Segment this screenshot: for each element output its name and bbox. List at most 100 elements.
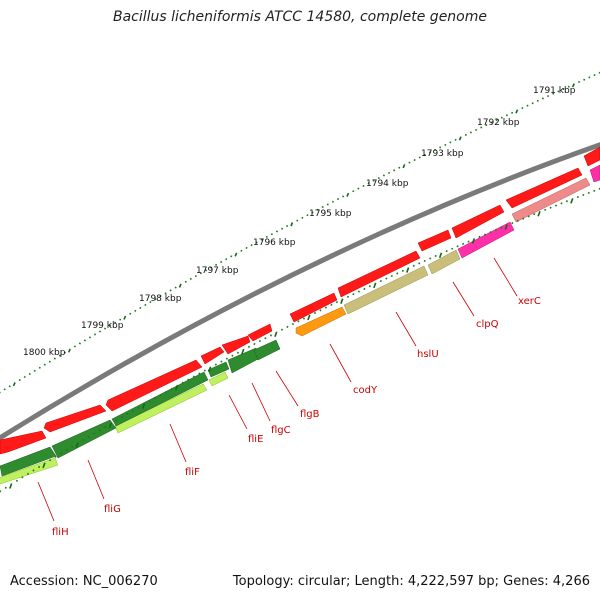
inner-minor-tick (368, 285, 371, 288)
kbp-tick-label: 1797 kbp (196, 266, 239, 276)
inner-major-tick (174, 384, 179, 391)
inner-major-tick (108, 422, 113, 429)
flagellar-gene (111, 371, 209, 427)
inner-minor-tick (49, 459, 52, 462)
inner-major-tick (208, 366, 212, 373)
minor-tick (73, 345, 76, 348)
gene-label-flgB: flgB (300, 409, 320, 420)
kbp-tick-labels: 1791 kbp 1792 kbp 1793 kbp 1794 kbp 1795 kbp… (23, 86, 576, 358)
inner-major-tick (42, 462, 46, 469)
minor-tick (63, 351, 66, 354)
minor-tick (547, 95, 550, 98)
minor-tick (58, 354, 61, 357)
minor-tick (475, 128, 478, 131)
inner-minor-tick (483, 233, 487, 236)
gene-labels: xerC clpQ hslU codY flgB flgC fliE fliF fliG fliH (37, 257, 541, 538)
inner-minor-tick (560, 202, 563, 205)
minor-tick (93, 333, 97, 336)
inner-minor-tick (396, 272, 399, 275)
gene-leader-line (251, 382, 271, 422)
inner-major-tick (373, 282, 377, 289)
inner-minor-tick (297, 320, 300, 323)
inner-minor-tick (554, 204, 558, 207)
inner-minor-tick (21, 476, 24, 479)
minor-tick (88, 336, 92, 339)
minor-tick (536, 99, 539, 102)
minor-tick (159, 295, 162, 298)
inner-tick-ring (0, 187, 600, 493)
minor-tick (43, 363, 46, 366)
minor-tick (567, 85, 570, 88)
inner-minor-tick (330, 303, 333, 306)
inner-minor-tick (93, 432, 96, 435)
inner-minor-tick (467, 240, 470, 243)
inner-minor-tick (269, 334, 272, 337)
inner-minor-tick (170, 387, 173, 390)
clpQ-gene (457, 221, 515, 259)
flagellar-gene-light (208, 371, 229, 387)
minor-tick (316, 208, 319, 211)
minor-tick (444, 143, 447, 146)
minor-tick (557, 90, 560, 93)
inner-minor-tick (451, 247, 454, 250)
minor-tick (454, 138, 457, 141)
major-tick (67, 348, 71, 353)
gene-leader-line (452, 281, 475, 317)
kbp-tick-label: 1793 kbp (421, 149, 464, 159)
inner-minor-tick (522, 217, 525, 220)
clpQ-gene (589, 164, 600, 183)
minor-tick (109, 324, 112, 327)
cds-arrow (505, 167, 583, 209)
minor-tick (408, 161, 411, 164)
inner-major-tick (274, 331, 278, 338)
minor-tick (296, 219, 299, 222)
inner-minor-tick (401, 269, 404, 272)
inner-minor-tick (379, 280, 382, 283)
minor-tick (33, 369, 36, 372)
inner-minor-tick (302, 317, 305, 320)
minor-tick (194, 275, 197, 278)
major-tick (571, 83, 575, 88)
inner-minor-tick (4, 486, 7, 489)
minor-tick (189, 277, 192, 281)
inner-minor-tick (352, 293, 355, 296)
inner-minor-tick (478, 235, 481, 238)
inner-minor-tick (533, 213, 536, 216)
minor-tick (154, 298, 157, 301)
inner-minor-tick (544, 208, 547, 211)
inner-minor-tick (236, 351, 239, 354)
minor-tick (336, 198, 340, 201)
inner-minor-tick (494, 228, 497, 232)
inner-minor-tick (423, 259, 426, 262)
accession-label: Accession: NC_006270 (10, 574, 158, 589)
minor-tick (485, 123, 488, 127)
minor-tick (8, 385, 11, 388)
cds-arrow (43, 404, 107, 433)
gene-label-clpQ: clpQ (476, 319, 499, 330)
minor-tick (377, 177, 380, 180)
minor-tick (413, 159, 416, 162)
major-tick (346, 192, 350, 197)
minor-tick (541, 97, 544, 100)
cds-arrow (451, 204, 505, 239)
cds-arrow (583, 146, 600, 167)
minor-tick (245, 246, 248, 250)
hslU-gene (427, 249, 461, 275)
minor-tick (38, 366, 41, 369)
minor-tick (286, 224, 289, 228)
genome-backbone (0, 142, 600, 441)
minor-tick (104, 327, 107, 330)
minor-tick (449, 141, 452, 144)
kbp-tick-label: 1792 kbp (477, 118, 520, 128)
minor-tick (500, 116, 503, 119)
gene-label-hslU: hslU (417, 349, 439, 360)
inner-minor-tick (220, 360, 223, 363)
gene-leader-line (329, 343, 352, 383)
inner-minor-tick (225, 357, 228, 360)
inner-minor-tick (132, 409, 135, 412)
cds-arrow (289, 292, 338, 323)
minor-tick (134, 309, 137, 312)
topology-label: Topology: circular; Length: 4,222,597 bp… (232, 574, 590, 589)
minor-tick (18, 379, 21, 382)
inner-minor-tick (587, 191, 590, 194)
